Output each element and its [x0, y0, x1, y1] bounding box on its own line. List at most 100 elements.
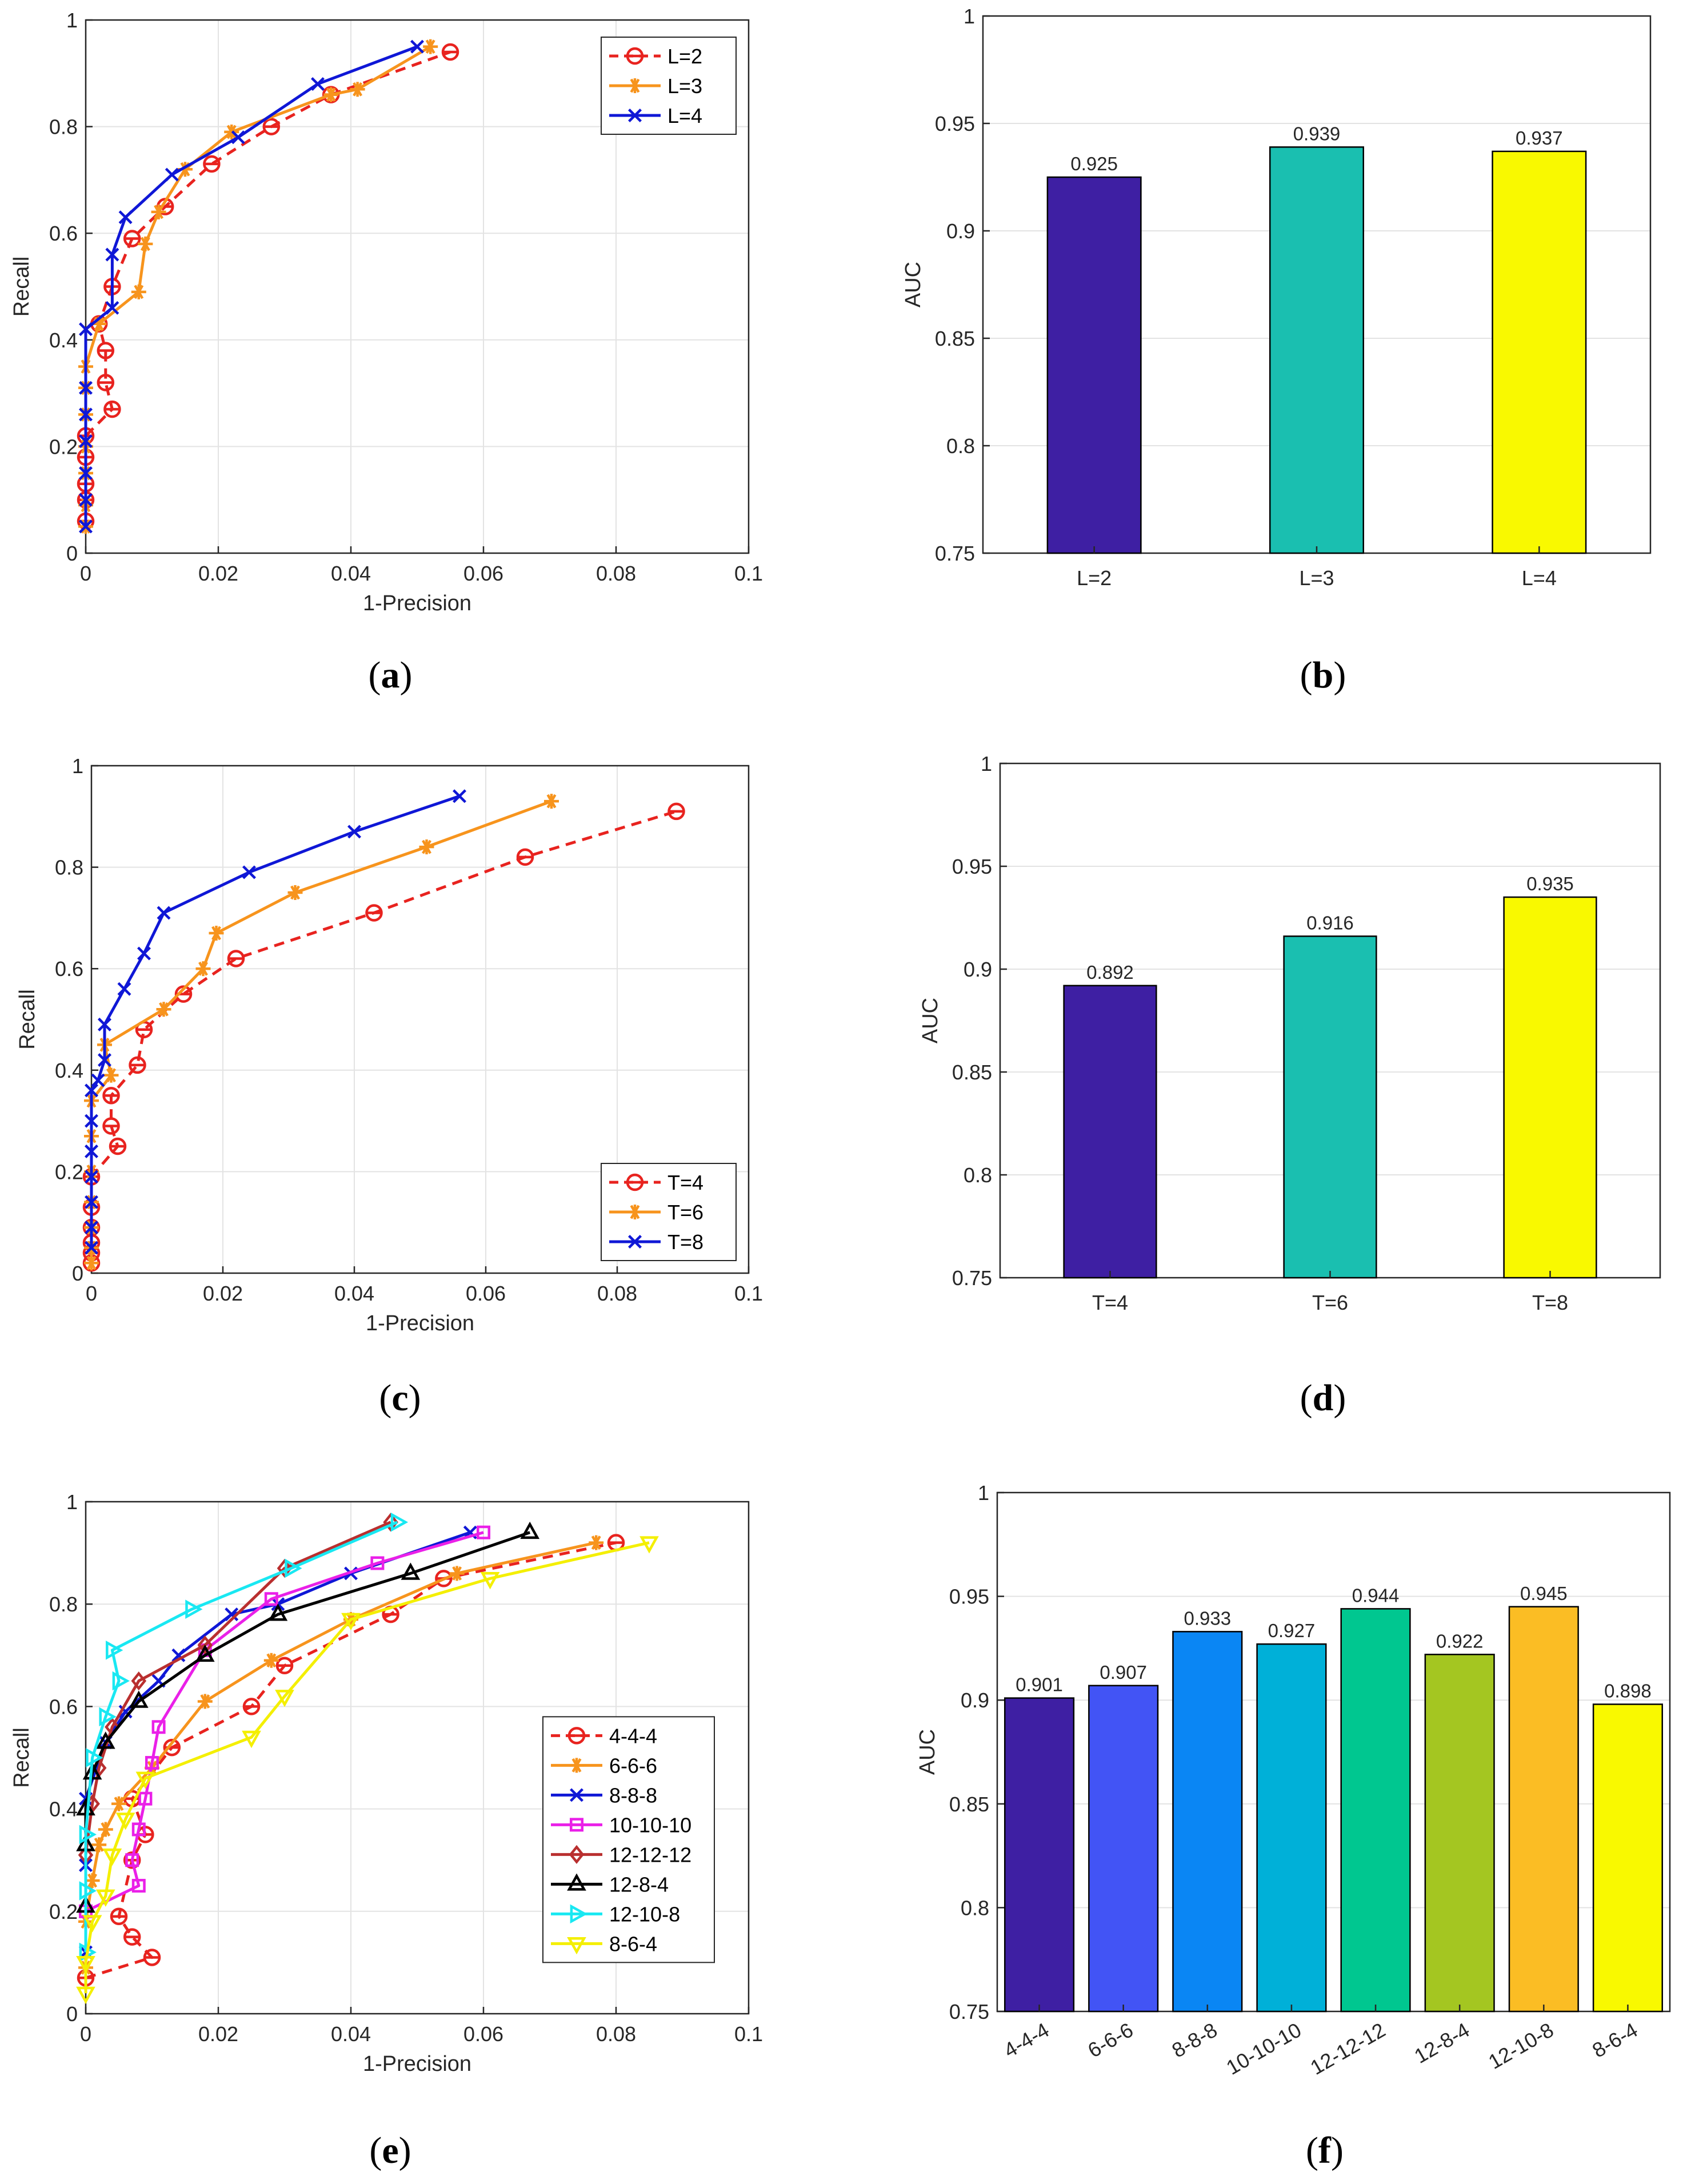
data-point	[628, 109, 642, 122]
data-point	[231, 130, 245, 145]
legend-item: 12-10-8	[551, 1902, 680, 1926]
data-point	[125, 1853, 139, 1867]
data-point-stroke	[171, 1648, 186, 1662]
data-point-stroke	[231, 130, 245, 145]
y-tick-label: 0.95	[952, 855, 992, 878]
legend-label: T=8	[667, 1230, 703, 1254]
data-point	[520, 1521, 540, 1539]
data-point-stroke	[79, 381, 93, 395]
data-point	[157, 906, 171, 920]
y-tick-label: 0.2	[49, 435, 78, 458]
data-point	[197, 1694, 213, 1709]
data-point	[117, 982, 131, 996]
data-point-stroke	[311, 77, 325, 91]
data-point	[131, 284, 146, 299]
bar-value-label: 0.925	[1070, 153, 1118, 174]
x-tick-label: 0.08	[596, 2022, 636, 2046]
y-tick-label: 0.6	[55, 957, 83, 981]
data-point	[242, 1730, 261, 1749]
legend-label: 12-10-8	[609, 1902, 680, 1926]
x-tick-label: T=6	[1312, 1291, 1348, 1314]
data-point	[544, 794, 559, 809]
line-chart-e: 0 0.02 0.04 0.06 0.08 0.1 0 0.2 0.4 0.6 0.8 1 1-Prec…	[10, 1490, 763, 2171]
data-point	[350, 82, 365, 97]
data-point-stroke	[85, 1114, 98, 1128]
y-tick-label: 0.4	[49, 329, 78, 352]
y-tick-label: 0.8	[946, 434, 975, 458]
legend-item: T=6	[609, 1201, 703, 1224]
data-point	[85, 1195, 98, 1209]
bar-chart-b: 0.75 0.8 0.85 0.9 0.95 1 AUC 0.925 L=2 0.939 L=3 0.…	[901, 5, 1652, 696]
x-tick-label: L=3	[1299, 566, 1334, 590]
data-point	[347, 825, 361, 839]
y-axis-label: AUC	[916, 1729, 940, 1775]
bar-value-label: 0.892	[1086, 962, 1134, 983]
panel-caption-f: (f)	[1306, 2130, 1344, 2171]
data-point	[135, 1771, 155, 1789]
data-point-stroke	[91, 1073, 105, 1087]
y-tick-label: 0.4	[49, 1798, 78, 1821]
data-point	[137, 946, 151, 961]
data-point	[85, 1873, 100, 1889]
y-tick-label: 0.8	[49, 115, 78, 139]
legend-item: T=4	[609, 1171, 703, 1194]
x-tick-label: 0.1	[734, 1282, 763, 1305]
y-tick-label: 0.9	[961, 1689, 989, 1712]
data-point	[242, 865, 256, 879]
axes-box	[85, 1501, 750, 2015]
bar-12-10-8	[1508, 1606, 1579, 2013]
data-point	[156, 1002, 171, 1017]
legend-item: 6-6-6	[551, 1754, 657, 1777]
y-tick-label: 0.85	[949, 1793, 989, 1816]
bar-L=3	[1269, 146, 1365, 554]
data-point-stroke	[79, 466, 93, 481]
data-point	[76, 1986, 95, 2005]
data-point-stroke	[85, 1221, 98, 1235]
series-line	[84, 1521, 398, 1953]
y-tick-label: 0.8	[964, 1163, 992, 1187]
data-point	[627, 78, 642, 93]
x-tick-label: 0.04	[331, 2022, 371, 2046]
y-tick-label: 0	[66, 542, 78, 565]
panel-caption-b: (b)	[1300, 654, 1346, 696]
y-tick-label: 0.6	[49, 1695, 78, 1718]
y-tick-label: 0.6	[49, 222, 78, 245]
data-point-stroke	[85, 1170, 98, 1184]
y-axis-label: AUC	[918, 998, 942, 1043]
data-point	[98, 1017, 111, 1031]
data-point	[449, 1566, 465, 1581]
panel-caption-e: (e)	[369, 2130, 411, 2171]
data-point	[84, 1255, 99, 1271]
bar-value-label: 0.922	[1436, 1630, 1484, 1651]
y-tick-label: 0	[72, 1262, 83, 1285]
data-point	[85, 1221, 98, 1235]
data-point-stroke	[242, 865, 256, 879]
data-point	[131, 1879, 146, 1893]
data-point	[268, 1603, 288, 1621]
x-tick-label: 0	[80, 562, 91, 585]
bar-T=6	[1283, 935, 1377, 1279]
data-point-stroke	[165, 167, 179, 182]
data-point-stroke	[85, 1195, 98, 1209]
bar-T=4	[1063, 985, 1157, 1279]
panel-caption-d: (d)	[1300, 1377, 1346, 1419]
data-point	[112, 1671, 130, 1691]
y-tick-label: 0.8	[55, 856, 83, 879]
data-point	[323, 87, 339, 102]
legend-label: L=2	[667, 45, 702, 68]
bar-value-label: 0.937	[1516, 127, 1563, 149]
data-point	[419, 839, 434, 855]
data-point-stroke	[79, 407, 93, 422]
bar-L=4	[1492, 150, 1587, 554]
x-tick-label: 0.08	[596, 562, 636, 585]
data-point-stroke	[98, 1017, 111, 1031]
legend-label: L=3	[667, 74, 702, 98]
data-point	[82, 1762, 102, 1780]
bar-value-label: 0.945	[1520, 1583, 1568, 1604]
bar-4-4-4	[1004, 1697, 1075, 2013]
data-point	[370, 1556, 385, 1570]
y-tick-label: 0.75	[935, 542, 975, 565]
data-point	[145, 1755, 159, 1770]
data-point-stroke	[105, 247, 119, 262]
